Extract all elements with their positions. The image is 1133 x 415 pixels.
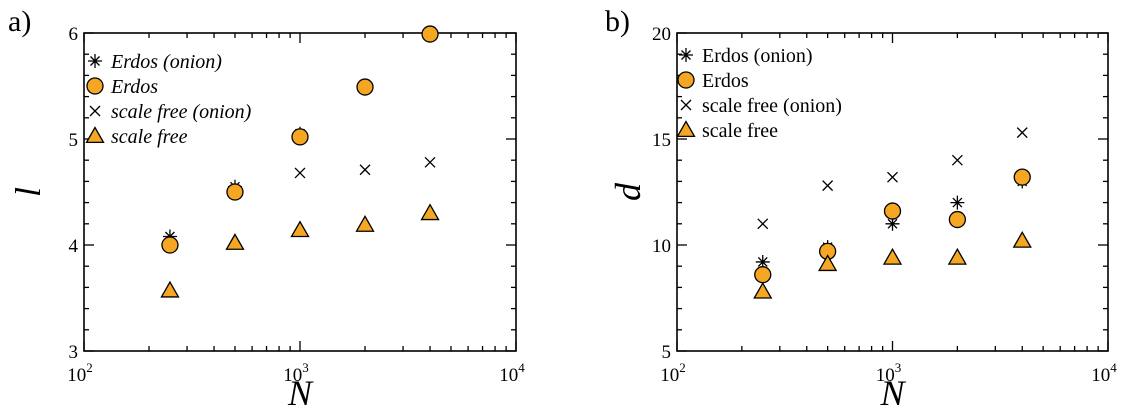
legend-label: scale free <box>111 126 188 148</box>
y-ticks <box>84 32 516 352</box>
data-point <box>226 183 244 201</box>
data-point <box>1012 230 1032 248</box>
x-tick-label: 103 <box>876 360 902 386</box>
data-point <box>818 254 838 272</box>
data-point <box>754 266 772 284</box>
data-point <box>753 281 773 299</box>
y-tick-label: 5 <box>662 342 672 363</box>
y-tick-label: 4 <box>69 236 79 257</box>
legend-label: scale free (onion) <box>702 95 842 117</box>
data-point <box>424 156 436 168</box>
legend-label: Erdos (onion) <box>702 45 813 67</box>
data-point <box>1013 168 1031 186</box>
legend-label: scale free <box>702 120 778 142</box>
panel-label: b) <box>605 5 630 38</box>
y-tick-label: 10 <box>652 236 671 257</box>
data-point <box>822 180 834 192</box>
series-triangle <box>160 203 440 298</box>
legend-marker <box>676 120 696 138</box>
data-point <box>290 220 310 238</box>
data-point <box>951 154 963 166</box>
x-ticks <box>676 33 1109 351</box>
legend-marker <box>88 54 102 68</box>
y-tick-label: 20 <box>652 24 671 45</box>
data-point <box>291 128 309 146</box>
data-point <box>160 280 180 298</box>
legend-label: Erdos <box>110 76 158 98</box>
x-axis-label: N <box>287 373 314 413</box>
y-tick-label: 6 <box>69 24 79 45</box>
panel-label: a) <box>8 5 31 38</box>
legend-label: Erdos <box>702 70 749 92</box>
chart-panel-a: 102 103 104 3 4 5 6 a) Nl Erdos (onion) Erdos scale… <box>8 5 525 413</box>
legend-label: scale free (onion) <box>111 101 252 123</box>
data-point <box>947 247 967 265</box>
y-axis-label: d <box>608 182 648 201</box>
x-tick-label: 102 <box>67 360 93 386</box>
data-point <box>356 78 374 96</box>
data-point <box>421 25 439 43</box>
legend-marker <box>680 99 692 111</box>
series-x <box>294 156 436 179</box>
x-tick-label: 103 <box>283 360 309 386</box>
x-ticks <box>83 33 517 351</box>
data-point <box>420 203 440 221</box>
data-point <box>950 195 965 210</box>
legend: Erdos (onion) Erdos scale free (onion) scal… <box>676 45 842 142</box>
data-point <box>882 247 903 265</box>
data-point <box>359 164 371 176</box>
y-tick-label: 5 <box>69 130 79 151</box>
series-triangle <box>753 230 1032 299</box>
y-ticks <box>677 32 1108 352</box>
legend-marker <box>86 77 104 95</box>
legend-marker <box>679 48 693 62</box>
x-tick-label: 104 <box>1091 360 1117 386</box>
series-circle <box>161 25 439 254</box>
data-point <box>1016 127 1028 139</box>
x-axis-label: N <box>879 373 906 413</box>
data-point <box>225 233 245 250</box>
legend-marker <box>89 105 101 117</box>
data-point <box>757 218 769 230</box>
legend-label: Erdos (onion) <box>110 51 222 73</box>
series-x <box>757 127 1028 230</box>
legend-marker <box>677 71 695 89</box>
data-point <box>161 236 179 254</box>
data-point <box>883 202 902 220</box>
data-point <box>294 167 306 179</box>
data-point <box>755 254 770 269</box>
data-point <box>887 171 898 183</box>
legend: Erdos (onion) Erdos scale free (onion) scal… <box>85 51 252 148</box>
legend-marker <box>85 126 105 144</box>
chart-panel-b: 102 103 104 5 10 15 20 b) Nd Erdos (onion) Erdos sc… <box>605 5 1117 413</box>
y-axis-label: l <box>8 187 48 197</box>
y-tick-label: 3 <box>69 342 79 363</box>
data-point <box>885 216 900 231</box>
y-tick-label: 15 <box>652 130 671 151</box>
data-point <box>355 215 375 232</box>
data-point <box>948 210 967 229</box>
x-tick-label: 102 <box>660 360 686 386</box>
x-tick-label: 104 <box>499 360 525 386</box>
